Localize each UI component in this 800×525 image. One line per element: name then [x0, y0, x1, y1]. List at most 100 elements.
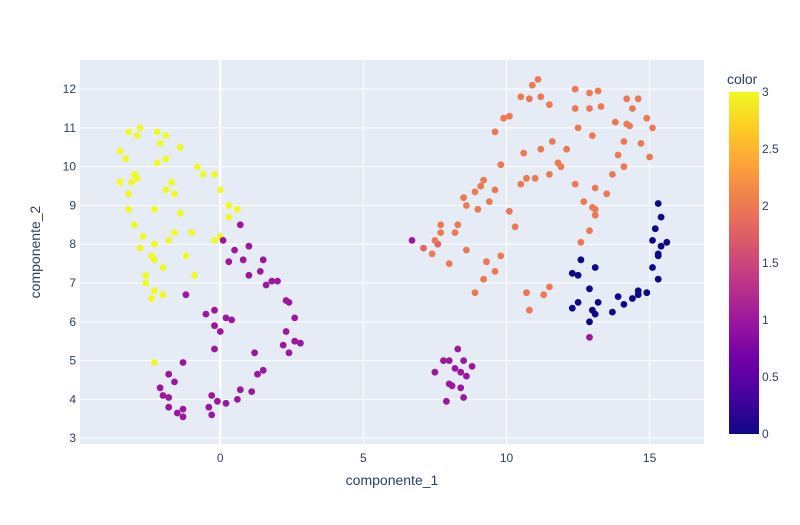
scatter-point[interactable] — [259, 366, 267, 374]
scatter-point[interactable] — [133, 174, 141, 182]
scatter-point[interactable] — [594, 87, 602, 95]
scatter-point[interactable] — [162, 132, 170, 140]
scatter-point[interactable] — [497, 252, 505, 260]
scatter-point[interactable] — [574, 299, 582, 306]
scatter-point[interactable] — [457, 368, 465, 376]
scatter-point[interactable] — [463, 372, 470, 380]
scatter-point[interactable] — [239, 256, 247, 264]
scatter-point[interactable] — [586, 333, 593, 341]
scatter-point[interactable] — [646, 153, 653, 161]
scatter-point[interactable] — [268, 277, 276, 285]
scatter-point[interactable] — [649, 124, 656, 132]
scatter-point[interactable] — [480, 275, 487, 283]
scatter-point[interactable] — [133, 132, 141, 140]
scatter-point[interactable] — [125, 190, 133, 198]
scatter-point[interactable] — [574, 124, 582, 132]
scatter-point[interactable] — [574, 271, 582, 279]
scatter-point[interactable] — [437, 229, 445, 237]
scatter-point[interactable] — [219, 237, 227, 244]
scatter-point[interactable] — [597, 103, 605, 110]
scatter-point[interactable] — [634, 95, 642, 103]
scatter-point[interactable] — [471, 289, 479, 297]
scatter-point[interactable] — [156, 384, 164, 392]
scatter-point[interactable] — [176, 143, 184, 151]
scatter-point[interactable] — [511, 223, 519, 231]
scatter-point[interactable] — [211, 345, 218, 353]
scatter-point[interactable] — [445, 260, 453, 267]
scatter-point[interactable] — [497, 161, 505, 169]
scatter-point[interactable] — [637, 140, 645, 147]
scatter-point[interactable] — [165, 370, 173, 378]
scatter-point[interactable] — [500, 114, 507, 122]
scatter-point[interactable] — [620, 301, 628, 308]
scatter-point[interactable] — [431, 237, 439, 244]
scatter-point[interactable] — [153, 128, 161, 136]
scatter-point[interactable] — [657, 213, 665, 221]
scatter-point[interactable] — [234, 205, 241, 213]
scatter-point[interactable] — [156, 140, 164, 147]
scatter-point[interactable] — [586, 89, 593, 97]
scatter-point[interactable] — [136, 124, 144, 132]
scatter-point[interactable] — [211, 237, 218, 244]
scatter-point[interactable] — [162, 155, 170, 163]
scatter-point[interactable] — [165, 237, 173, 244]
scatter-point[interactable] — [629, 295, 636, 302]
scatter-point[interactable] — [236, 386, 244, 394]
scatter-point[interactable] — [594, 299, 602, 306]
scatter-point[interactable] — [609, 308, 616, 316]
scatter-point[interactable] — [454, 221, 462, 229]
scatter-point[interactable] — [609, 171, 616, 178]
scatter-point[interactable] — [171, 190, 178, 198]
scatter-point[interactable] — [116, 147, 124, 155]
scatter-point[interactable] — [208, 411, 216, 419]
scatter-point[interactable] — [506, 112, 513, 120]
scatter-point[interactable] — [460, 357, 467, 364]
scatter-point[interactable] — [654, 200, 662, 207]
scatter-point[interactable] — [131, 221, 138, 229]
scatter-point[interactable] — [245, 271, 253, 279]
scatter-point[interactable] — [591, 211, 599, 219]
scatter-point[interactable] — [248, 388, 256, 395]
scatter-point[interactable] — [623, 95, 631, 103]
scatter-point[interactable] — [205, 403, 213, 411]
scatter-point[interactable] — [168, 178, 176, 186]
scatter-point[interactable] — [136, 244, 144, 252]
scatter-point[interactable] — [285, 349, 293, 357]
scatter-point[interactable] — [274, 277, 281, 285]
scatter-point[interactable] — [546, 283, 553, 291]
scatter-point[interactable] — [179, 413, 187, 421]
scatter-point[interactable] — [231, 246, 239, 254]
scatter-point[interactable] — [620, 163, 628, 171]
scatter-point[interactable] — [523, 289, 530, 297]
scatter-point[interactable] — [222, 399, 230, 407]
scatter-point[interactable] — [634, 291, 642, 299]
scatter-point[interactable] — [182, 252, 190, 260]
scatter-point[interactable] — [520, 149, 528, 157]
scatter-point[interactable] — [285, 299, 293, 306]
scatter-point[interactable] — [443, 397, 450, 405]
scatter-point[interactable] — [291, 337, 299, 345]
scatter-point[interactable] — [517, 180, 525, 188]
scatter-point[interactable] — [254, 370, 261, 378]
scatter-point[interactable] — [451, 229, 459, 237]
scatter-point[interactable] — [151, 359, 158, 366]
scatter-point[interactable] — [228, 316, 236, 324]
scatter-point[interactable] — [620, 138, 628, 145]
scatter-point[interactable] — [251, 349, 258, 357]
scatter-point[interactable] — [483, 258, 490, 266]
scatter-point[interactable] — [211, 322, 218, 330]
scatter-point[interactable] — [262, 281, 270, 289]
scatter-point[interactable] — [279, 341, 287, 349]
scatter-point[interactable] — [191, 271, 198, 279]
scatter-point[interactable] — [457, 384, 465, 392]
scatter-point[interactable] — [651, 225, 659, 233]
scatter-point[interactable] — [445, 357, 453, 364]
scatter-point[interactable] — [463, 202, 470, 209]
scatter-point[interactable] — [194, 163, 201, 171]
scatter-point[interactable] — [643, 114, 651, 122]
scatter-point[interactable] — [477, 182, 485, 190]
scatter-point[interactable] — [153, 159, 161, 167]
scatter-point[interactable] — [428, 250, 436, 258]
scatter-point[interactable] — [580, 198, 588, 206]
scatter-point[interactable] — [440, 357, 447, 364]
